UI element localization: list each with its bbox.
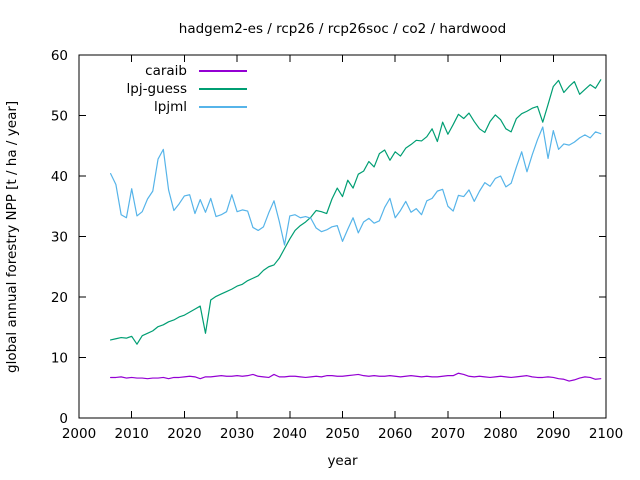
x-tick-label: 2090 [536,426,570,442]
y-tick-label: 10 [51,351,68,367]
y-tick-label: 0 [59,411,68,427]
y-tick-label: 50 [51,109,68,125]
x-tick-label: 2100 [589,426,623,442]
series-caraib [110,372,602,382]
series-lpjml [110,126,602,246]
x-tick-label: 2080 [483,426,517,442]
series-lpj-guess [110,79,602,345]
y-tick-label: 40 [51,169,68,185]
x-tick-label: 2030 [220,426,254,442]
x-tick-label: 2000 [62,426,96,442]
y-axis-label: global annual forestry NPP [t / ha / yea… [4,100,20,373]
legend-label-lpjml: lpjml [154,99,187,115]
x-tick-label: 2040 [273,426,307,442]
x-tick-label: 2050 [325,426,359,442]
legend-label-lpj-guess: lpj-guess [126,81,187,97]
x-tick-label: 2060 [378,426,412,442]
y-tick-label: 30 [51,230,68,246]
legend-line-lpj-guess [199,88,247,90]
legend-label-caraib: caraib [145,63,187,79]
x-axis-label: year [327,453,358,469]
x-tick-label: 2010 [115,426,149,442]
x-tick-label: 2020 [167,426,201,442]
chart-title: hadgem2-es / rcp26 / rcp26soc / co2 / ha… [178,21,507,37]
legend-line-caraib [199,70,247,72]
legend-line-lpjml [199,106,247,108]
y-tick-label: 60 [51,48,68,64]
y-tick-label: 20 [51,290,68,306]
x-tick-label: 2070 [431,426,465,442]
